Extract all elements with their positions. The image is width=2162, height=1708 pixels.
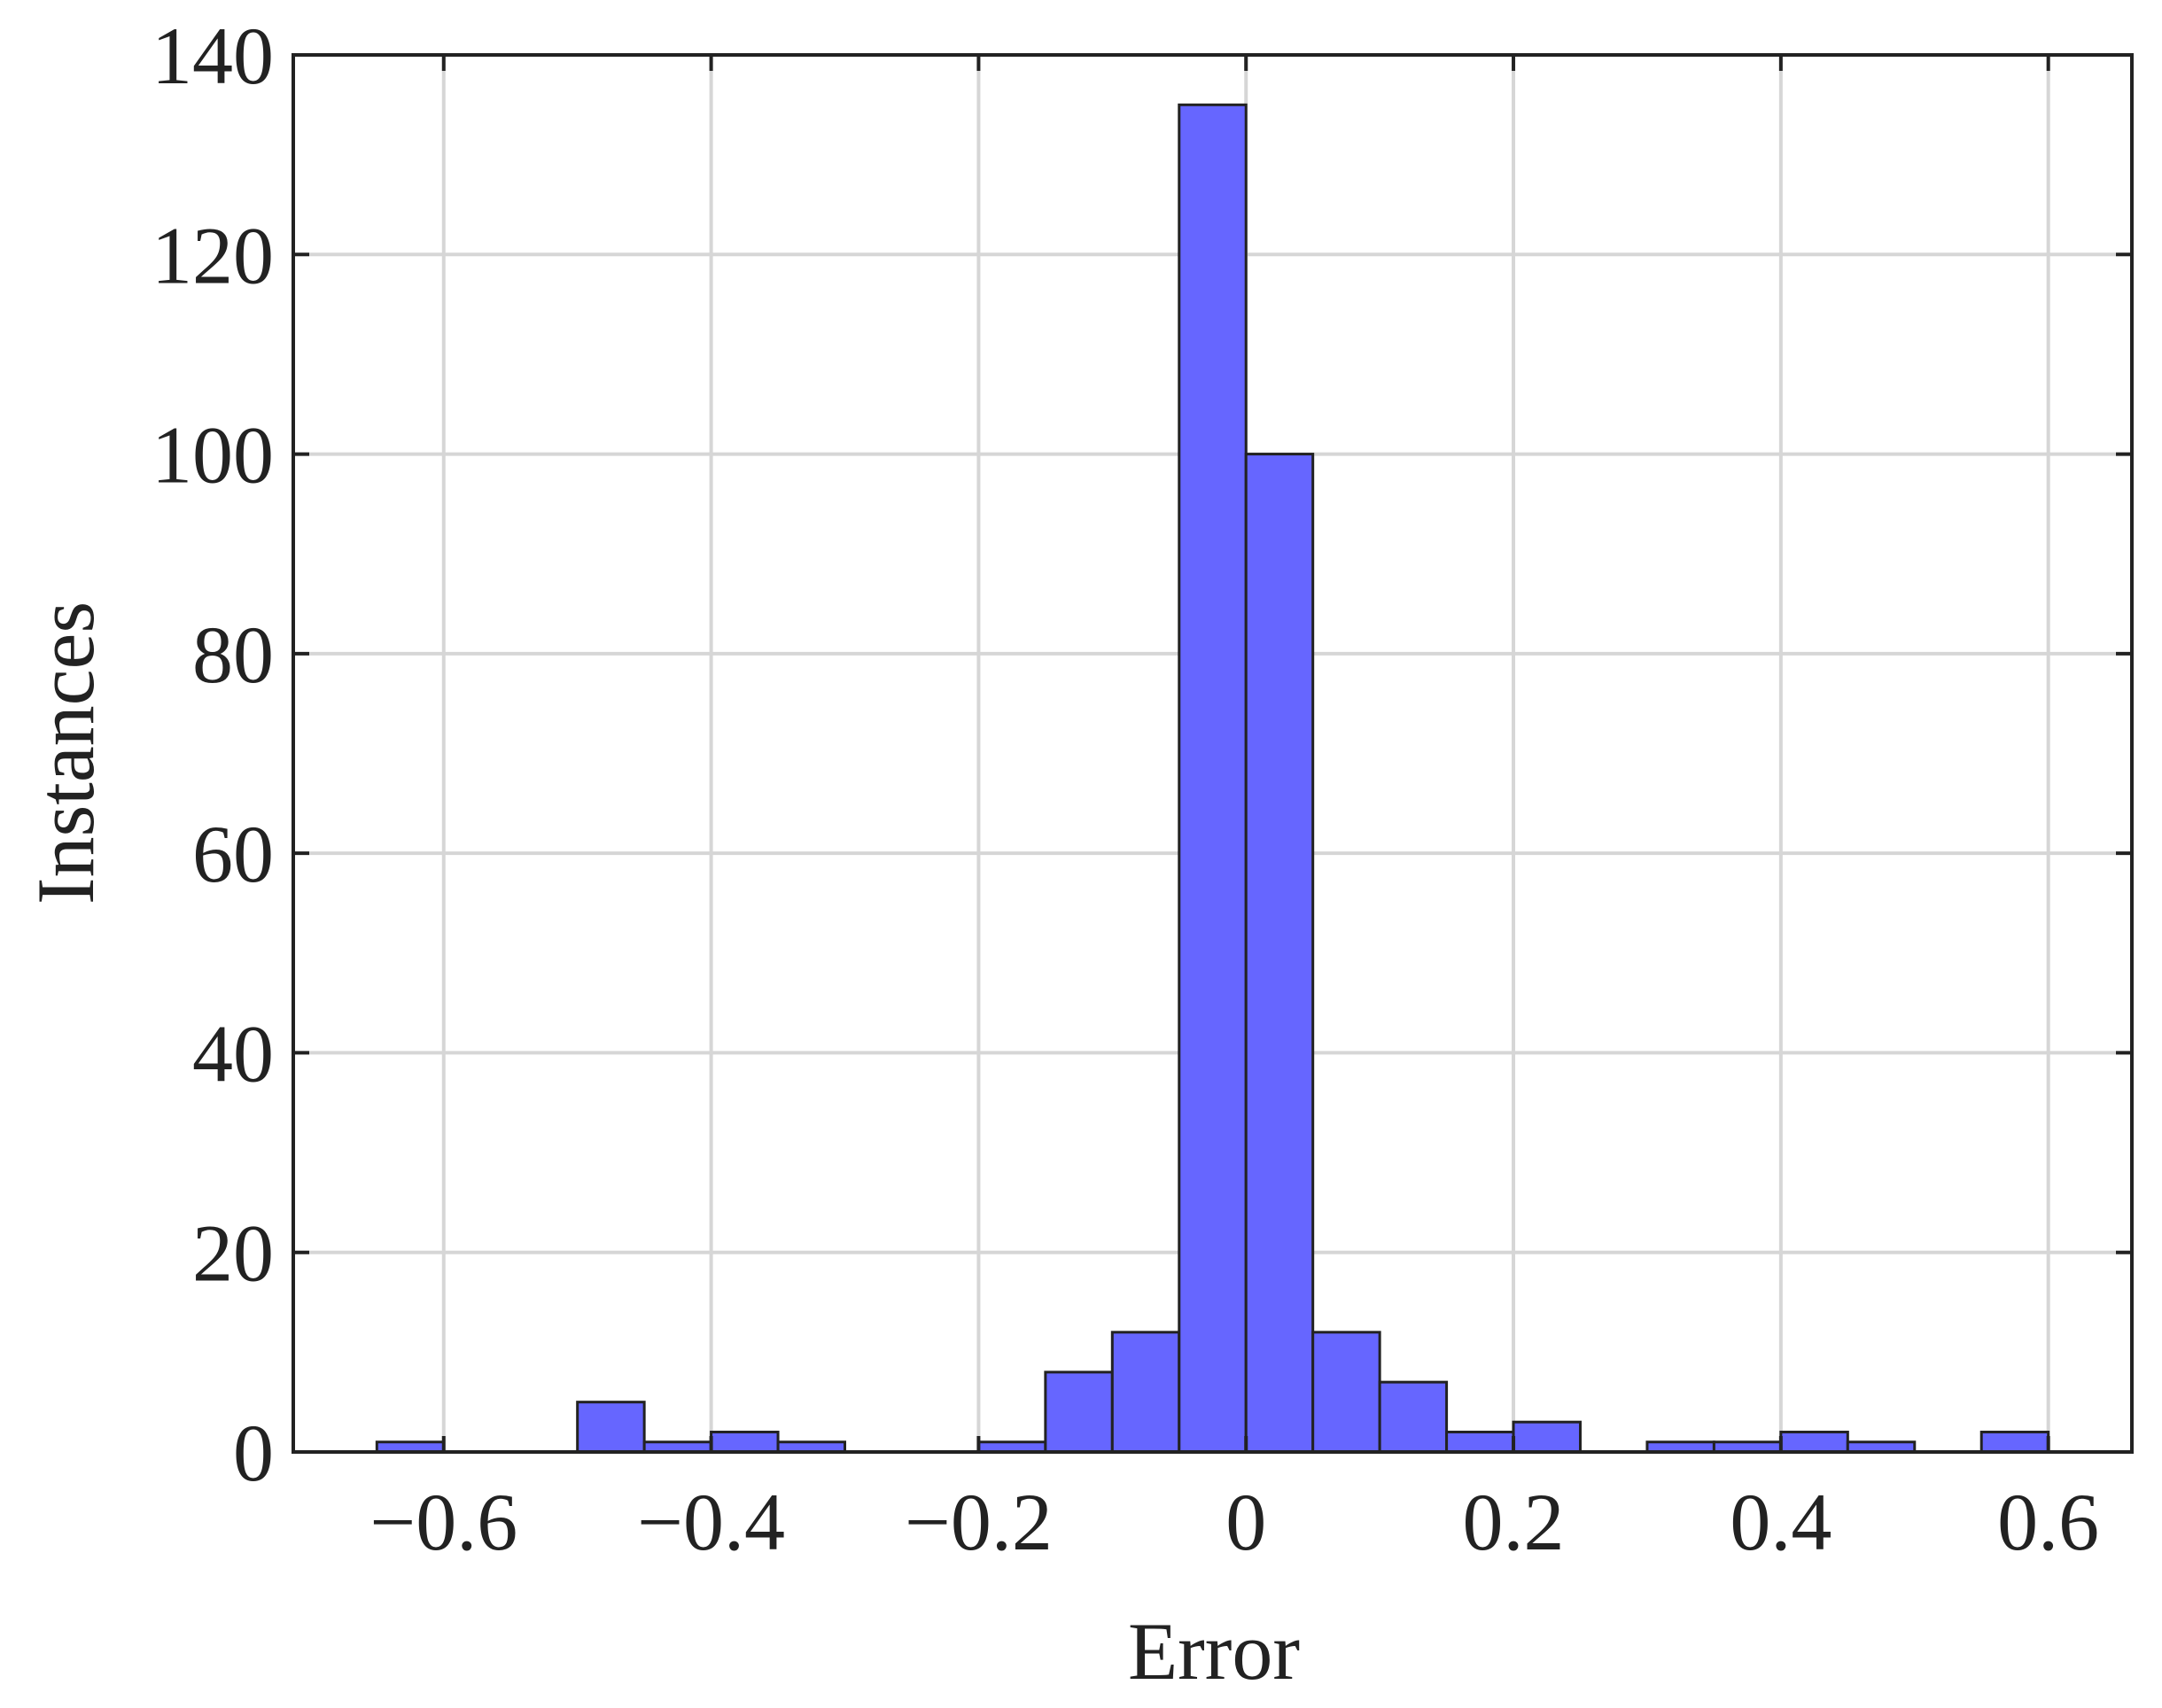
x-tick-label: 0.6 — [1997, 1477, 2099, 1567]
x-tick-label: −0.6 — [369, 1477, 517, 1567]
bar — [1979, 1430, 2050, 1454]
bar — [1178, 103, 1248, 1454]
y-tick-label: 40 — [192, 1008, 274, 1099]
x-axis-label: Error — [1128, 1606, 1300, 1696]
x-tick-label: 0.4 — [1730, 1477, 1831, 1567]
bar — [1779, 1430, 1849, 1454]
bar — [710, 1430, 780, 1454]
plot-frame — [292, 53, 2134, 1454]
bar — [1244, 453, 1315, 1454]
y-axis-label: Instances — [20, 602, 111, 904]
x-tick-label: −0.2 — [905, 1477, 1053, 1567]
x-tick-label: −0.4 — [637, 1477, 785, 1567]
y-tick-label: 100 — [152, 410, 274, 501]
y-tick-label: 140 — [152, 11, 274, 101]
bar — [1378, 1380, 1449, 1454]
bar — [1512, 1420, 1582, 1454]
y-tick-label: 120 — [152, 210, 274, 300]
y-tick-label: 20 — [192, 1208, 274, 1299]
x-tick-label: 0.2 — [1463, 1477, 1565, 1567]
y-tick-label: 60 — [192, 809, 274, 899]
x-tick-label: 0 — [1225, 1477, 1266, 1567]
bar — [1044, 1370, 1114, 1454]
bar — [1445, 1430, 1515, 1454]
bar — [1110, 1331, 1181, 1454]
y-tick-label: 80 — [192, 609, 274, 700]
y-tick-label: 0 — [233, 1408, 274, 1498]
bar — [1311, 1331, 1381, 1454]
bar — [576, 1401, 646, 1454]
